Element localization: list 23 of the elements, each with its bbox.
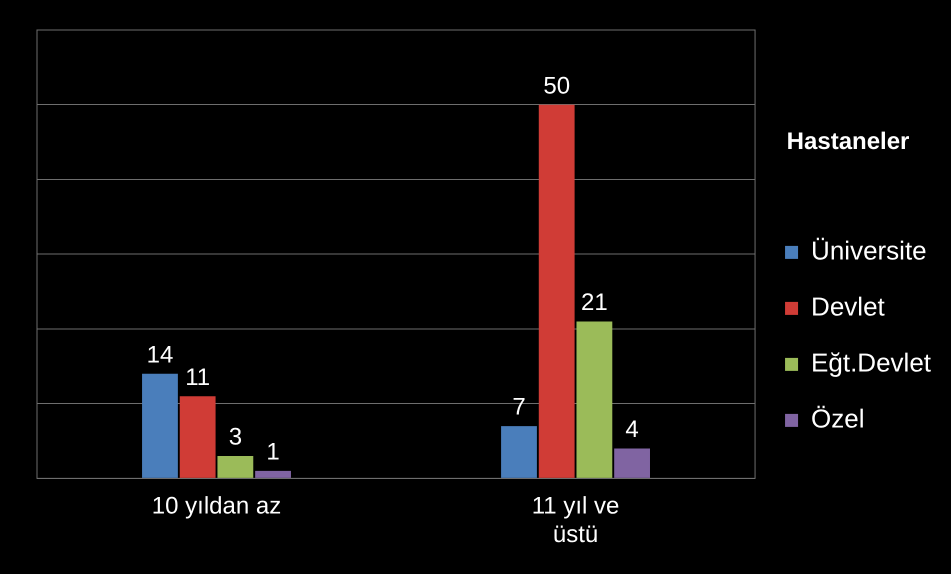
bar bbox=[576, 321, 612, 478]
data-label: 11 bbox=[185, 364, 210, 391]
x-tick-label: 10 yıldan az bbox=[152, 492, 282, 520]
bar bbox=[255, 470, 291, 478]
bar bbox=[180, 396, 216, 478]
data-label: 4 bbox=[625, 416, 639, 444]
data-label: 14 bbox=[146, 341, 174, 368]
legend-label: Özel bbox=[811, 404, 865, 434]
data-label: 7 bbox=[512, 394, 526, 421]
bar bbox=[217, 456, 254, 478]
legend-label: Üniversite bbox=[811, 236, 927, 266]
x-tick-label: 11 yıl ve üstü bbox=[532, 492, 620, 548]
data-label: 3 bbox=[228, 424, 242, 451]
bar bbox=[538, 104, 575, 478]
data-label: 21 bbox=[581, 289, 608, 316]
data-label: 1 bbox=[266, 438, 280, 466]
legend-label: Eğt.Devlet bbox=[811, 348, 932, 378]
bar bbox=[614, 448, 650, 478]
bar bbox=[142, 374, 178, 478]
data-label: 50 bbox=[543, 72, 570, 100]
legend-title: Hastaneler bbox=[786, 128, 910, 156]
bar bbox=[501, 426, 537, 478]
legend-label: Devlet bbox=[811, 292, 886, 322]
